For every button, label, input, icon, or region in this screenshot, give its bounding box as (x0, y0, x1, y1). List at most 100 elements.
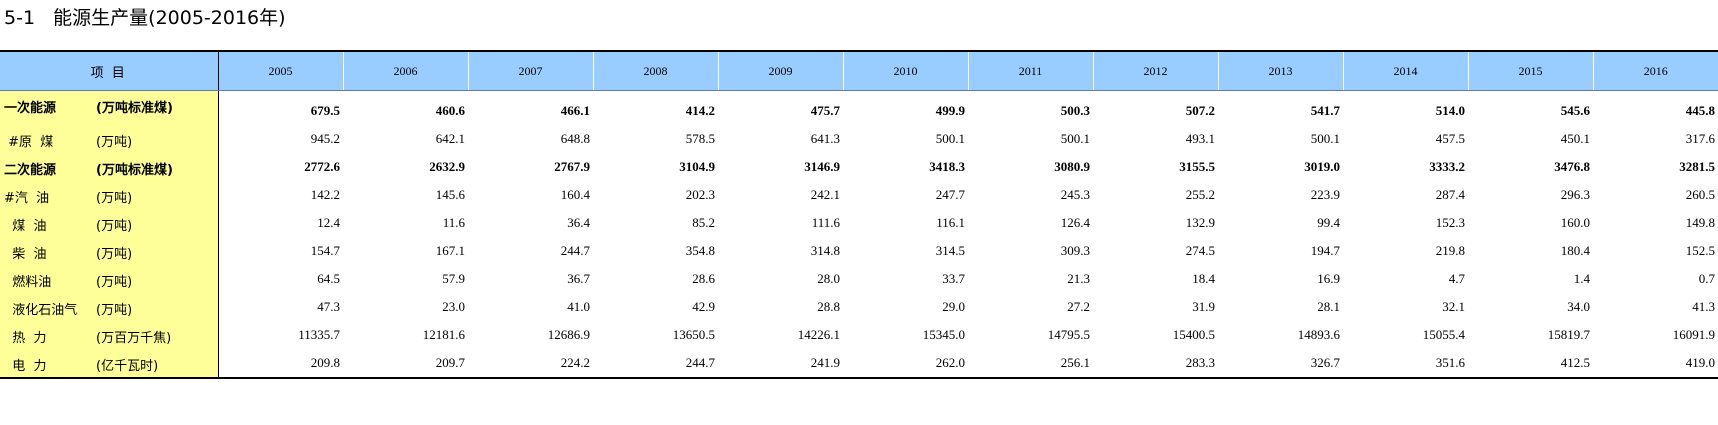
cell-value: 283.3 (1093, 349, 1218, 379)
cell-value: 209.7 (343, 349, 468, 379)
row-unit: (万吨) (96, 247, 133, 262)
cell-value: 223.9 (1310, 187, 1340, 202)
header-year-2013: 2013 (1217, 50, 1343, 91)
cell-value: 500.1 (1310, 131, 1340, 146)
cell-value: 260.5 (1685, 187, 1715, 202)
cell-value: 14795.5 (1047, 327, 1090, 342)
header-year-2006: 2006 (342, 50, 468, 91)
cell-value: 241.9 (718, 349, 843, 379)
cell-value: 27.2 (1067, 299, 1090, 314)
cell-value: 3281.5 (1679, 159, 1715, 174)
cell-value: 47.3 (317, 299, 340, 314)
row-unit: (亿千瓦时) (96, 359, 159, 374)
cell-value: 36.4 (567, 215, 590, 230)
cell-value: 500.1 (1060, 131, 1090, 146)
cell-value: 326.7 (1218, 349, 1343, 379)
cell-value: 15400.5 (1172, 327, 1215, 342)
row-unit: (万吨标准煤) (96, 163, 173, 178)
row-label: 二次能源 (万吨标准煤) (0, 153, 219, 181)
cell-value: 149.8 (1685, 215, 1715, 230)
cell-value: 274.5 (1185, 243, 1215, 258)
cell-value: 32.1 (1442, 299, 1465, 314)
header-year-2005: 2005 (217, 50, 343, 91)
cell-value: 34.0 (1567, 299, 1590, 314)
cell-value: 648.8 (560, 131, 590, 146)
cell-value: 23.0 (442, 299, 465, 314)
cell-value: 41.3 (1692, 299, 1715, 314)
cell-value: 18.4 (1192, 271, 1215, 286)
cell-value: 33.7 (942, 271, 965, 286)
row-name: 煤 油 (4, 219, 47, 234)
cell-value: 642.1 (435, 131, 465, 146)
cell-value: 142.2 (310, 187, 340, 202)
energy-production-table: 项 目 2005 2006 2007 2008 2009 2010 2011 2012 2013… (0, 50, 1718, 379)
cell-value: 244.7 (593, 349, 718, 379)
row-label: #原 煤 (万吨) (0, 125, 219, 153)
cell-value: 244.7 (560, 243, 590, 258)
cell-value: 145.6 (435, 187, 465, 202)
cell-value: 317.6 (1685, 131, 1715, 146)
cell-value: 247.7 (935, 187, 965, 202)
cell-value: 578.5 (685, 131, 715, 146)
cell-value: 152.5 (1685, 243, 1715, 258)
cell-value: 3104.9 (679, 159, 715, 174)
cell-value: 3019.0 (1304, 159, 1340, 174)
cell-value: 209.8 (218, 349, 343, 379)
row-label: 柴 油 (万吨) (0, 237, 219, 265)
table-row: 电 力 (亿千瓦时) 209.8 209.7 224.2 244.7 241.9 262.0 2… (0, 349, 1718, 379)
row-name: 电 力 (4, 359, 47, 374)
cell-value: 945.2 (310, 131, 340, 146)
cell-value: 3418.3 (929, 159, 965, 174)
row-label: #汽 油 (万吨) (0, 181, 219, 209)
row-name: 液化石油气 (4, 303, 78, 318)
cell-value: 21.3 (1067, 271, 1090, 286)
cell-value: 255.2 (1185, 187, 1215, 202)
cell-value: 296.3 (1560, 187, 1590, 202)
cell-value: 314.8 (810, 243, 840, 258)
cell-value: 36.7 (567, 271, 590, 286)
cell-value: 116.1 (936, 215, 965, 230)
header-year-2008: 2008 (592, 50, 718, 91)
cell-value: 154.7 (310, 243, 340, 258)
cell-value: 167.1 (435, 243, 465, 258)
row-label: 电 力 (亿千瓦时) (0, 349, 219, 379)
cell-value: 16.9 (1317, 271, 1340, 286)
cell-value: 545.6 (1560, 103, 1590, 118)
table-row: #原 煤 (万吨) 945.2 642.1 648.8 578.5 641.3 500.1 50… (0, 125, 1718, 153)
row-unit: (万吨标准煤) (96, 101, 173, 116)
cell-value: 15345.0 (922, 327, 965, 342)
header-year-2009: 2009 (717, 50, 843, 91)
cell-value: 152.3 (1435, 215, 1465, 230)
page-title: 5-1 能源生产量(2005-2016年) (4, 7, 286, 29)
cell-value: 12.4 (317, 215, 340, 230)
cell-value: 12181.6 (422, 327, 465, 342)
header-year-2011: 2011 (967, 50, 1093, 91)
cell-value: 457.5 (1435, 131, 1465, 146)
row-name: 热 力 (4, 331, 47, 346)
cell-value: 14226.1 (797, 327, 840, 342)
cell-value: 13650.5 (672, 327, 715, 342)
header-year-2015: 2015 (1467, 50, 1593, 91)
row-label: 燃料油 (万吨) (0, 265, 219, 293)
cell-value: 3146.9 (804, 159, 840, 174)
cell-value: 256.1 (968, 349, 1093, 379)
cell-value: 3080.9 (1054, 159, 1090, 174)
cell-value: 15819.7 (1547, 327, 1590, 342)
cell-value: 28.8 (817, 299, 840, 314)
cell-value: 219.8 (1435, 243, 1465, 258)
cell-value: 224.2 (468, 349, 593, 379)
header-year-2010: 2010 (842, 50, 968, 91)
cell-value: 499.9 (935, 103, 965, 118)
cell-value: 507.2 (1185, 103, 1215, 118)
table-row: 燃料油 (万吨) 64.5 57.9 36.7 28.6 28.0 33.7 21.3 18.4 1… (0, 265, 1718, 293)
row-label: 热 力 (万百万千焦) (0, 321, 219, 349)
cell-value: 541.7 (1310, 103, 1340, 118)
cell-value: 242.1 (810, 187, 840, 202)
row-unit: (万百万千焦) (96, 331, 172, 346)
cell-value: 126.4 (1060, 215, 1090, 230)
cell-value: 180.4 (1560, 243, 1590, 258)
cell-value: 12686.9 (547, 327, 590, 342)
cell-value: 16091.9 (1672, 327, 1715, 342)
row-label: 一次能源 (万吨标准煤) (0, 90, 219, 125)
cell-value: 85.2 (692, 215, 715, 230)
